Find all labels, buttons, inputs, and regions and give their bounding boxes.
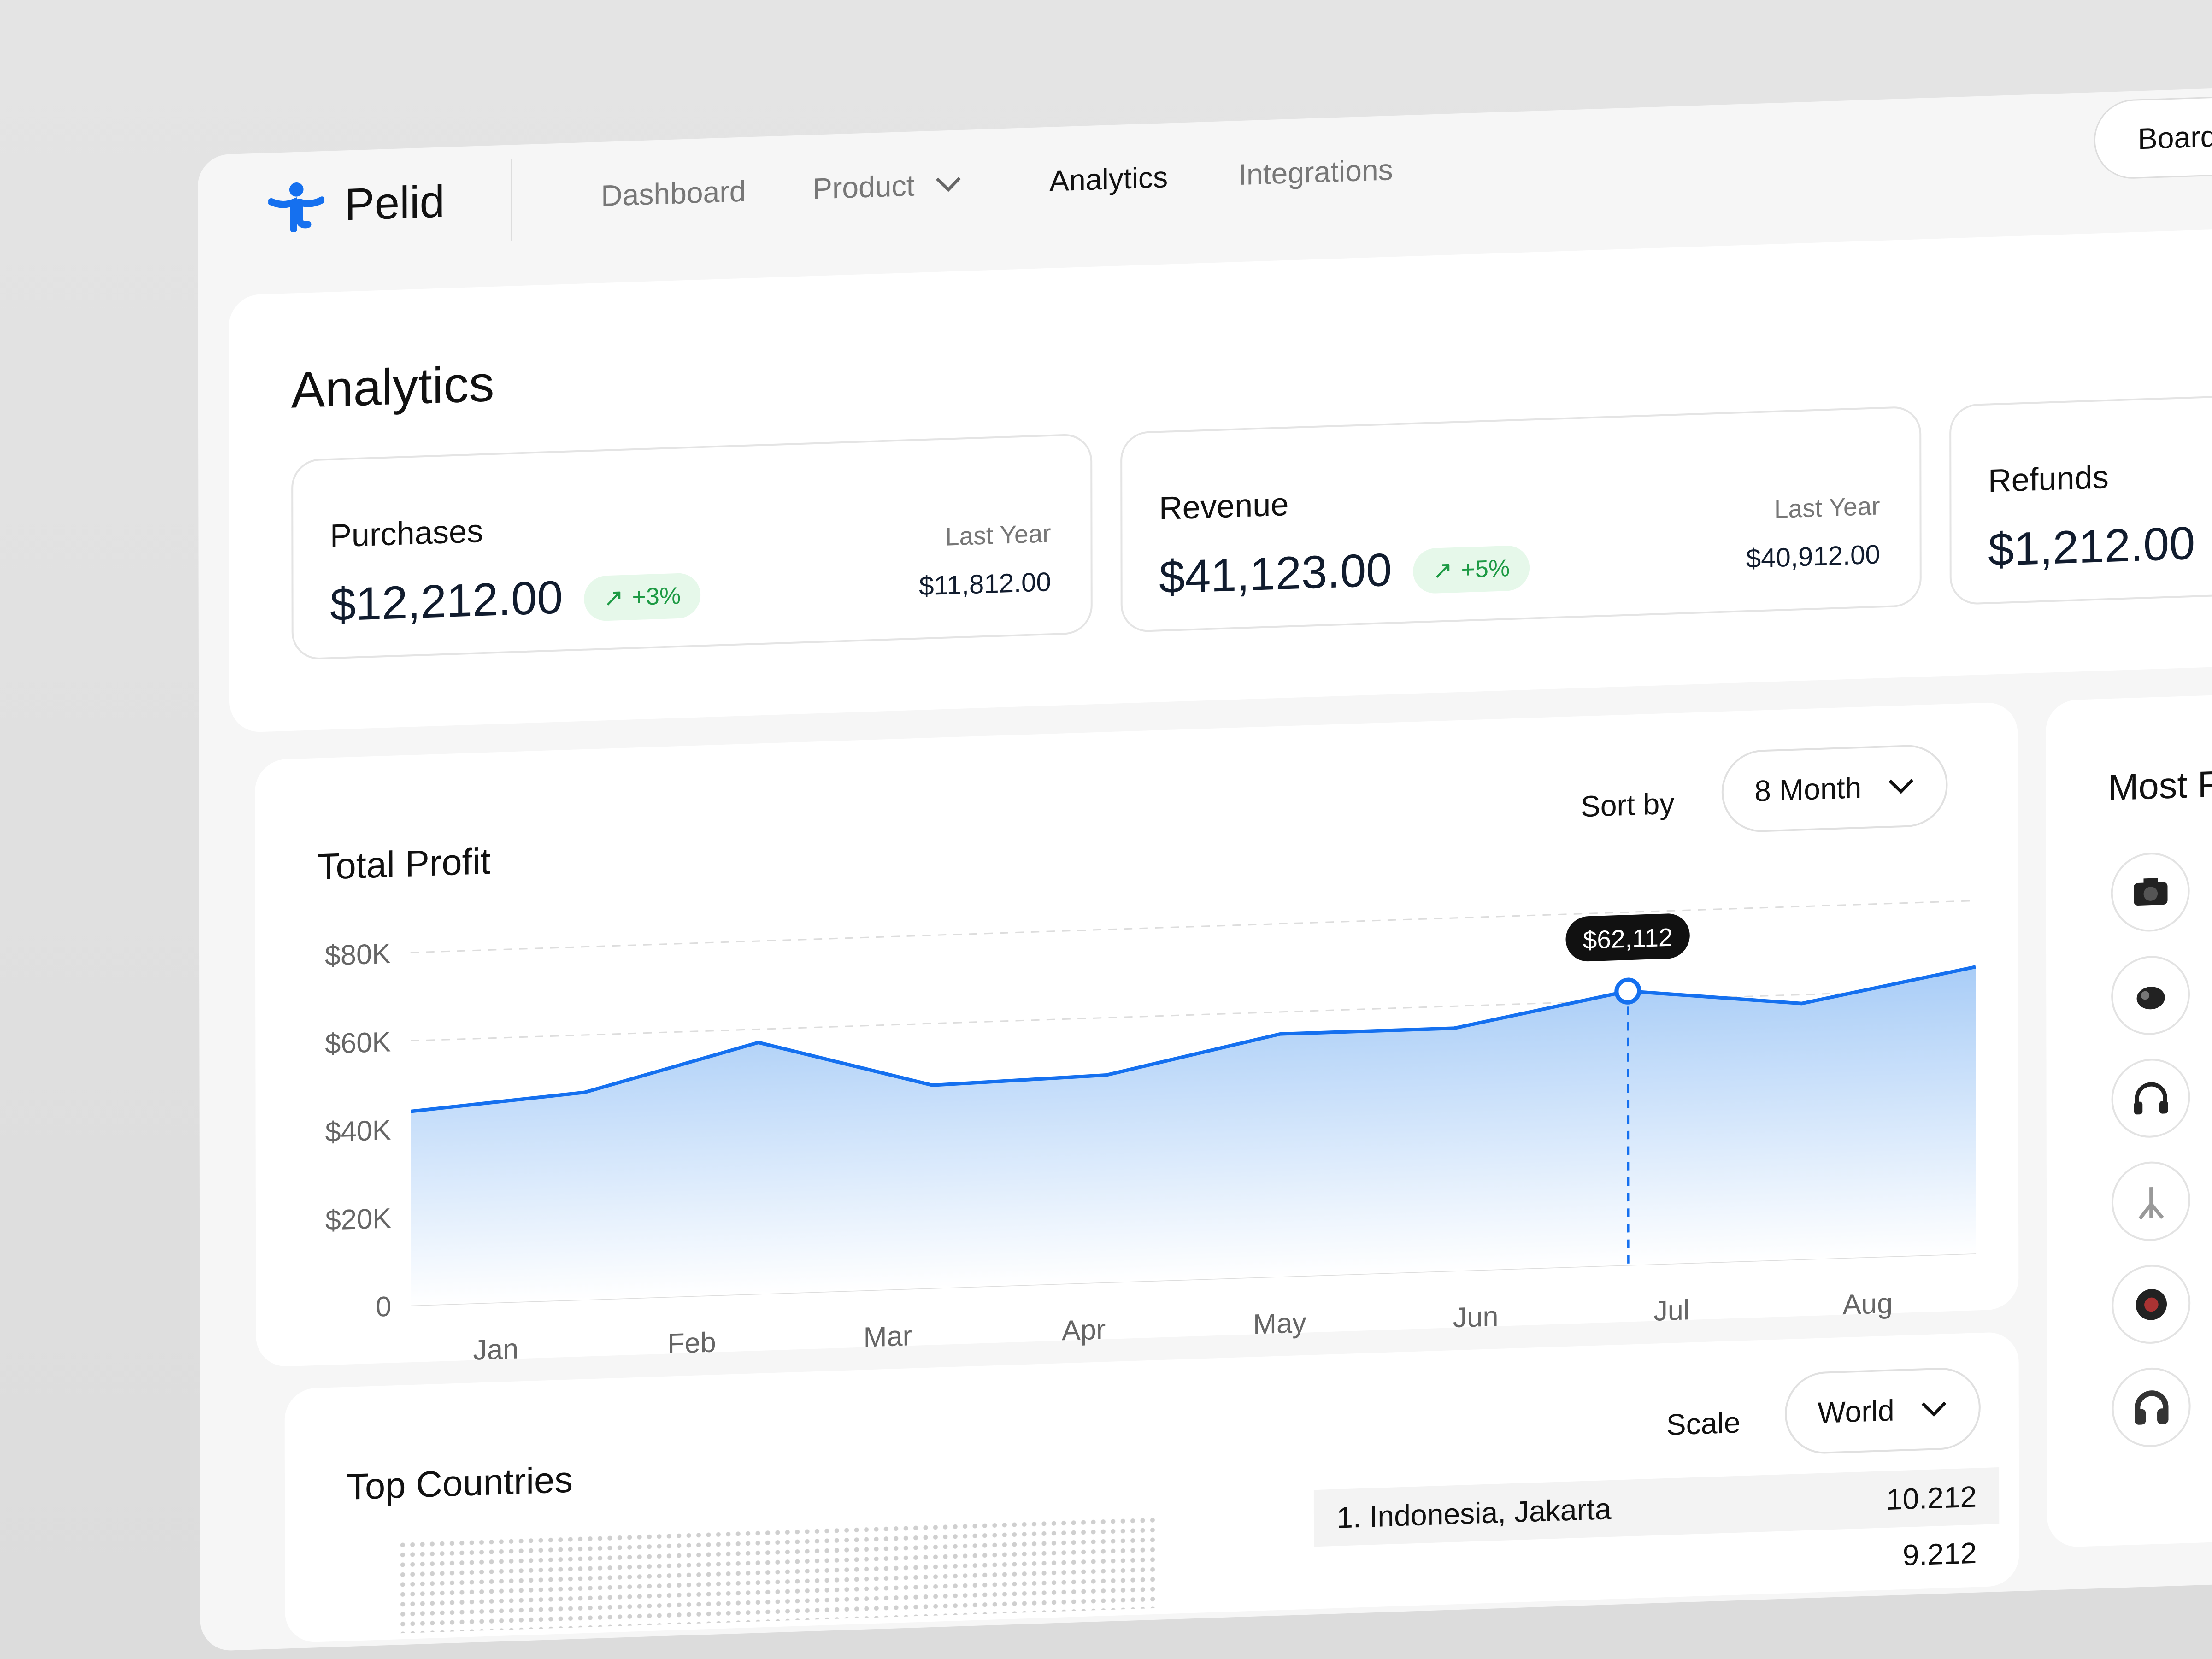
headphones-icon xyxy=(2134,1082,2168,1114)
sort-label: Sort by xyxy=(1580,787,1675,824)
chevron-down-icon xyxy=(935,176,961,192)
country-name: 1. Indonesia, Jakarta xyxy=(1336,1492,1612,1535)
chevron-down-icon xyxy=(1921,1401,1946,1417)
change-text: +5% xyxy=(1461,554,1510,583)
product-item[interactable] xyxy=(2111,1057,2190,1139)
total-profit-card: Total Profit Sort by 8 Month 0 $20K $40K $6… xyxy=(255,701,2018,1367)
stat-label: Purchases xyxy=(329,512,483,554)
x-tick-label: Jan xyxy=(473,1333,518,1366)
last-year-value: $11,812.00 xyxy=(918,566,1051,601)
country-value: 10.212 xyxy=(1886,1480,1977,1516)
scale-label: Scale xyxy=(1666,1406,1741,1442)
tooltip xyxy=(1565,913,1690,962)
earbuds-icon xyxy=(2136,987,2165,1010)
trend-up-icon: ↗ xyxy=(603,584,624,612)
logo[interactable]: Pelid xyxy=(268,175,445,233)
tooltip-text: $62,112 xyxy=(1583,923,1672,954)
last-year-label: Last Year xyxy=(1774,491,1880,524)
x-tick-label: Jun xyxy=(1453,1300,1499,1333)
profit-chart: 0 $20K $40K $60K $80K $62,112 Jan Feb Mar Apr May J… xyxy=(325,900,1976,1366)
last-year-value: $40,912.00 xyxy=(1746,539,1880,574)
y-tick-label: $60K xyxy=(325,1026,391,1059)
world-map xyxy=(397,1515,1159,1634)
board-button[interactable]: Board xyxy=(2094,95,2212,180)
nav-label: Product xyxy=(812,168,915,206)
camera-icon xyxy=(2133,877,2167,906)
change-badge: ↗ +5% xyxy=(1412,545,1530,594)
stat-card-purchases[interactable]: Purchases $12,212.00 ↗ +3% Last Year $11,… xyxy=(291,433,1093,660)
top-nav: Pelid Dashboard Product Analytics Integr… xyxy=(198,82,2212,268)
section-title: Total Profit xyxy=(317,840,491,888)
y-tick-label: $80K xyxy=(325,938,391,971)
most-products-card: Most P xyxy=(2045,682,2212,1548)
stat-card-revenue[interactable]: Revenue $41,123.00 ↗ +5% Last Year $40,91… xyxy=(1120,406,1922,633)
analytics-summary: Analytics Purchases $12,212.00 ↗ +3% Last… xyxy=(229,218,2212,733)
section-title: Most P xyxy=(2107,763,2212,808)
sort-value: 8 Month xyxy=(1754,771,1861,808)
x-tick-label: Mar xyxy=(863,1320,912,1353)
chevron-down-icon xyxy=(1888,779,1913,794)
product-item[interactable] xyxy=(2111,1160,2190,1242)
nav-integrations[interactable]: Integrations xyxy=(1238,152,1393,191)
headset-icon xyxy=(2134,1390,2168,1425)
y-tick-label: $40K xyxy=(325,1114,391,1148)
nav-label: Dashboard xyxy=(600,174,746,212)
product-item[interactable] xyxy=(2111,954,2190,1036)
product-item[interactable] xyxy=(2111,851,2190,933)
tripod-icon xyxy=(2138,1187,2164,1220)
profit-area xyxy=(411,967,1976,1306)
y-tick-label: 0 xyxy=(376,1291,391,1323)
last-year-label: Last Year xyxy=(945,518,1051,551)
app-window: Pelid Dashboard Product Analytics Integr… xyxy=(197,82,2212,1652)
section-title: Top Countries xyxy=(346,1459,573,1507)
y-tick-label: $20K xyxy=(325,1202,391,1236)
pelid-logo-icon xyxy=(268,182,325,233)
change-text: +3% xyxy=(632,582,681,611)
profit-line xyxy=(410,965,1976,1113)
brand-name: Pelid xyxy=(344,176,445,230)
lens-icon xyxy=(2135,1288,2167,1320)
change-badge: ↗ +3% xyxy=(583,572,700,622)
scale-value: World xyxy=(1817,1393,1894,1430)
highlight-point xyxy=(1614,977,1641,1005)
x-tick-label: Apr xyxy=(1062,1313,1106,1346)
x-tick-label: Jul xyxy=(1653,1294,1689,1327)
divider xyxy=(510,159,512,241)
nav-label: Integrations xyxy=(1238,153,1393,191)
stat-value: $12,212.00 xyxy=(329,571,563,631)
nav-label: Analytics xyxy=(1049,160,1168,198)
page-title: Analytics xyxy=(291,355,494,419)
trend-up-icon: ↗ xyxy=(1432,556,1453,584)
stat-label: Refunds xyxy=(1988,458,2109,499)
sort-dropdown[interactable]: 8 Month xyxy=(1721,743,1948,833)
nav-product[interactable]: Product xyxy=(812,166,962,206)
stat-value: $41,123.00 xyxy=(1159,544,1392,604)
top-countries-card: Top Countries Scale World 1. Indonesia, … xyxy=(284,1331,2019,1643)
x-tick-label: Aug xyxy=(1842,1288,1893,1321)
gridline xyxy=(410,900,1976,953)
stat-card-refunds[interactable]: Refunds $1,212.00 xyxy=(1949,386,2212,606)
nav-dashboard[interactable]: Dashboard xyxy=(601,174,746,212)
x-tick-label: May xyxy=(1253,1307,1306,1340)
scale-dropdown[interactable]: World xyxy=(1784,1366,1981,1455)
product-item[interactable] xyxy=(2111,1263,2191,1345)
x-tick-label: Feb xyxy=(667,1326,716,1359)
nav-analytics[interactable]: Analytics xyxy=(1049,160,1168,198)
product-item[interactable] xyxy=(2112,1366,2191,1448)
country-value: 9.212 xyxy=(1902,1536,1977,1572)
stat-label: Revenue xyxy=(1159,485,1289,526)
stat-value: $1,212.00 xyxy=(1988,517,2195,576)
